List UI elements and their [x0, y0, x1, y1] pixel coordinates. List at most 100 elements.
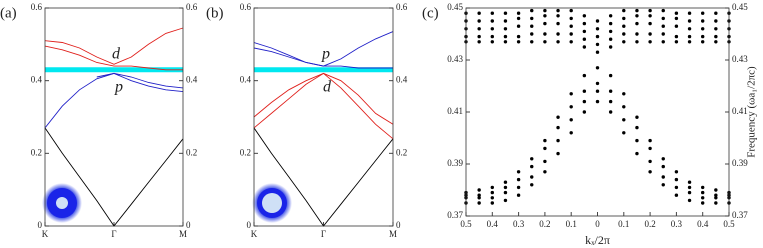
- point: [701, 19, 705, 23]
- point: [569, 131, 573, 135]
- point: [569, 24, 573, 28]
- point: [674, 40, 679, 44]
- x-tick-label: Γ: [321, 229, 326, 239]
- point: [714, 201, 718, 205]
- point: [648, 40, 652, 44]
- point: [635, 125, 639, 130]
- y-tick-label: 0: [38, 220, 43, 230]
- point: [687, 11, 692, 15]
- point: [516, 34, 521, 39]
- point: [543, 14, 547, 18]
- plot-frame: [465, 7, 730, 217]
- point: [516, 24, 521, 28]
- point: [543, 138, 547, 143]
- point: [556, 8, 560, 13]
- y-tick-label: 0.45: [732, 2, 748, 12]
- point: [503, 40, 508, 44]
- point: [687, 198, 692, 203]
- annotation: d: [323, 79, 332, 96]
- y-tick-label: 0.37: [732, 210, 748, 220]
- point: [569, 32, 573, 36]
- y-tick-label: 0.37: [447, 210, 463, 220]
- band-line: [253, 72, 394, 140]
- point: [569, 118, 573, 122]
- y-tick-label: 0.39: [732, 158, 748, 168]
- y-tick-label: 0.4: [396, 75, 408, 85]
- point: [490, 190, 494, 195]
- point: [530, 32, 534, 36]
- point: [674, 177, 679, 182]
- point: [595, 19, 600, 23]
- point: [543, 40, 547, 44]
- point: [595, 89, 600, 93]
- point: [595, 27, 600, 31]
- point: [543, 159, 547, 164]
- point: [503, 11, 508, 15]
- point: [608, 37, 613, 41]
- point: [556, 32, 560, 36]
- point: [477, 11, 481, 15]
- x-tick-label: K: [42, 229, 49, 239]
- point: [503, 27, 508, 31]
- point: [569, 16, 573, 21]
- annotation: p: [321, 46, 330, 63]
- panel-label: (a): [0, 5, 17, 21]
- point: [556, 14, 560, 18]
- point: [582, 73, 587, 78]
- point: [569, 105, 573, 109]
- point: [543, 8, 547, 13]
- point: [530, 16, 534, 21]
- point: [674, 16, 679, 21]
- point: [582, 99, 587, 104]
- point: [516, 177, 521, 182]
- point: [687, 34, 692, 39]
- point: [674, 185, 679, 190]
- point: [661, 8, 665, 13]
- point: [714, 196, 718, 200]
- point: [622, 24, 626, 28]
- y-tick-label: 0.6: [31, 2, 43, 12]
- point: [608, 45, 613, 49]
- y-tick-label: 0.43: [732, 54, 748, 64]
- panel-label: (c): [422, 5, 439, 21]
- point: [516, 11, 521, 15]
- point: [661, 175, 665, 179]
- point: [701, 201, 705, 205]
- point: [635, 21, 639, 26]
- point: [701, 34, 705, 39]
- point: [490, 19, 494, 23]
- x-tick-label: 0.3: [671, 219, 683, 229]
- point: [556, 151, 560, 156]
- point: [608, 29, 613, 34]
- point: [582, 89, 587, 93]
- x-tick-label: 0.4: [697, 219, 709, 229]
- y-tick-label: 0.2: [31, 147, 42, 157]
- point: [701, 11, 705, 15]
- point: [648, 14, 652, 18]
- point: [608, 73, 613, 78]
- point: [582, 37, 587, 41]
- point: [701, 185, 705, 190]
- point: [477, 188, 481, 192]
- point: [556, 40, 560, 44]
- point: [569, 92, 573, 96]
- y-tick-label: 0.4: [31, 75, 43, 85]
- annotation: d: [112, 46, 121, 63]
- point: [608, 14, 613, 18]
- point: [543, 21, 547, 26]
- x-tick-label: 0.5: [460, 219, 472, 229]
- x-tick-label: 0.2: [539, 219, 550, 229]
- inset-a: [42, 183, 82, 223]
- point: [661, 24, 665, 28]
- x-tick-label: 0.5: [723, 219, 735, 229]
- point: [530, 8, 534, 13]
- point: [503, 34, 508, 39]
- point: [516, 170, 521, 174]
- point: [543, 170, 547, 174]
- point: [635, 138, 639, 143]
- point: [622, 32, 626, 36]
- point: [556, 125, 560, 130]
- point: [556, 21, 560, 26]
- point: [490, 40, 494, 44]
- point: [516, 16, 521, 21]
